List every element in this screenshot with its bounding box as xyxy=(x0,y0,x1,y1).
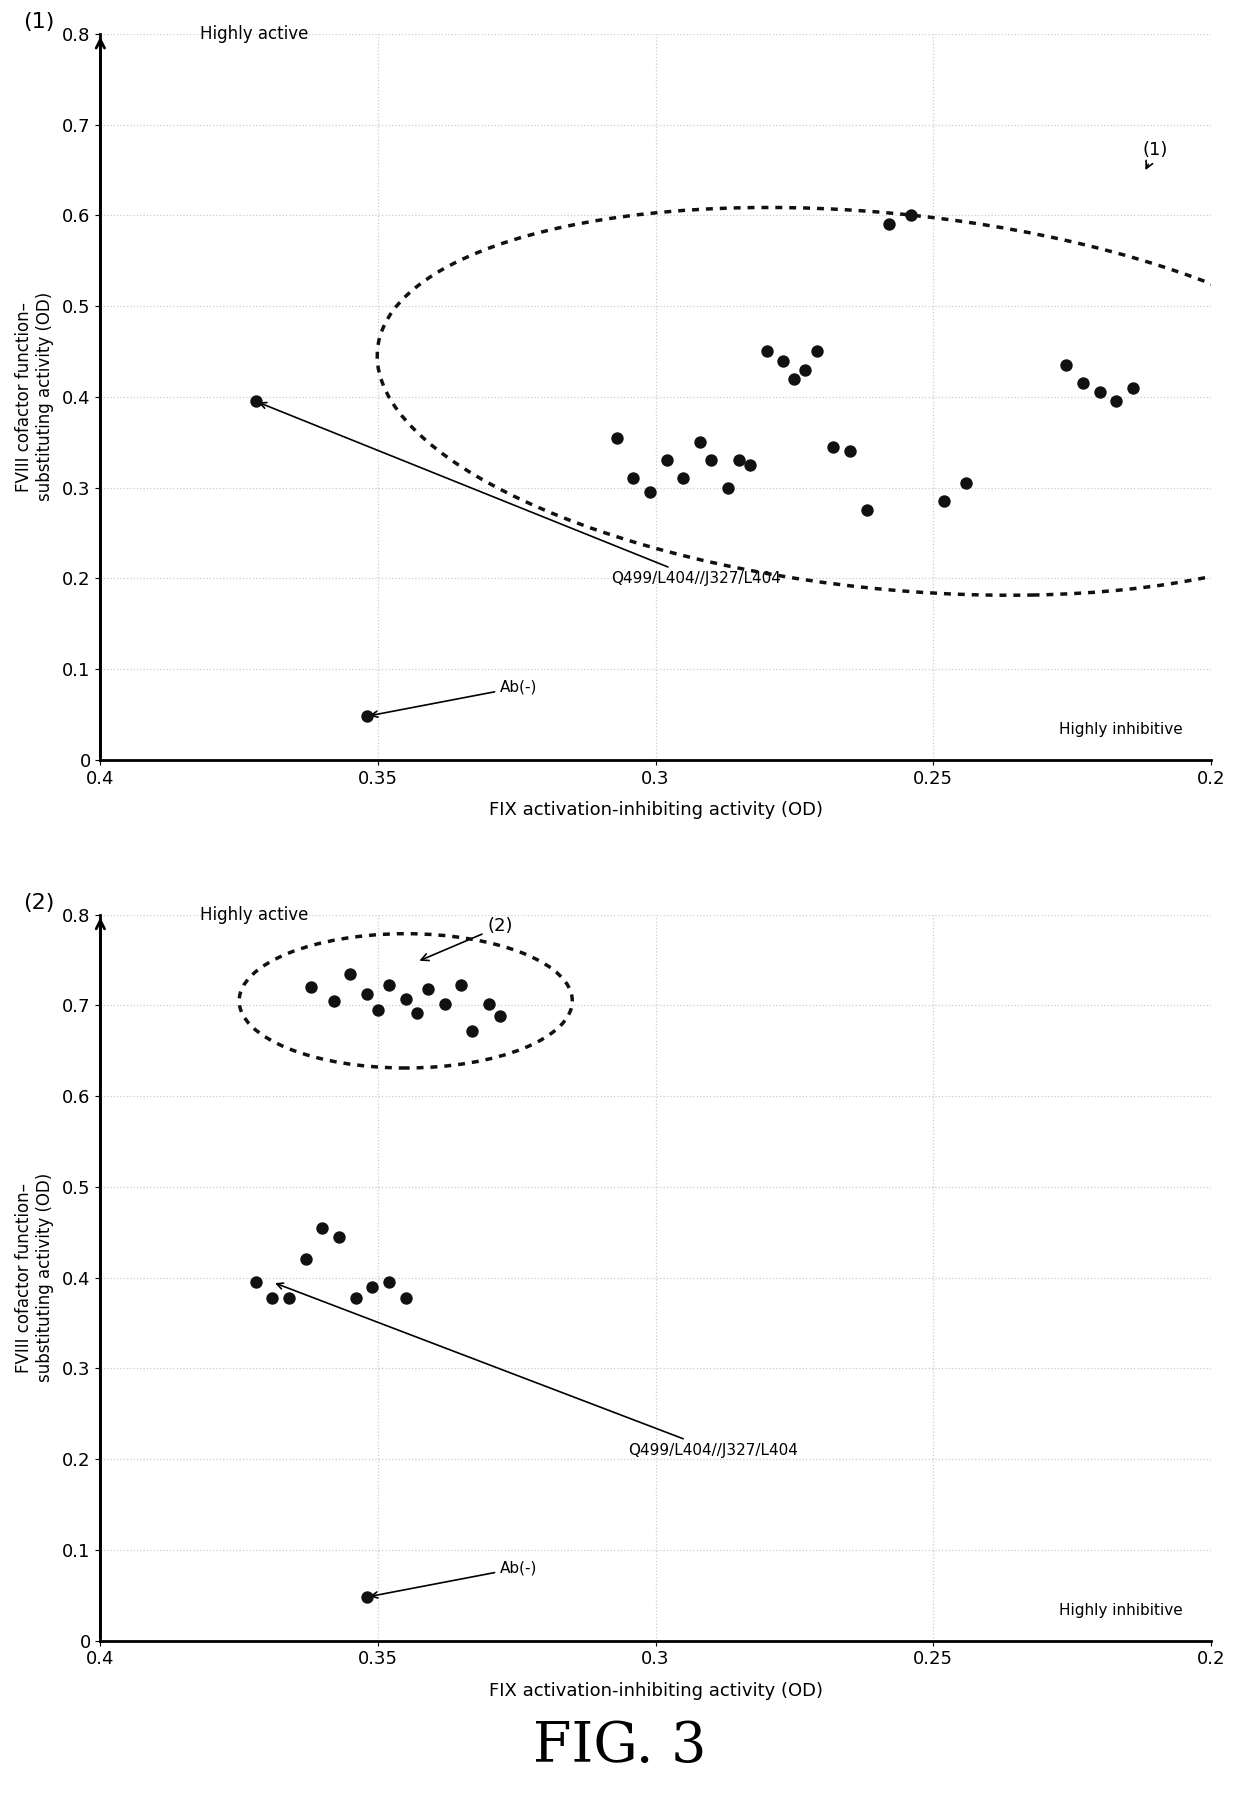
Point xyxy=(640,478,660,506)
Point xyxy=(329,1223,348,1252)
Point xyxy=(301,973,321,1002)
Text: Q499/L404//J327/L404: Q499/L404//J327/L404 xyxy=(260,402,781,585)
Point xyxy=(407,999,427,1027)
Point xyxy=(362,1272,382,1300)
Point xyxy=(756,338,776,366)
Text: Highly inhibitive: Highly inhibitive xyxy=(1059,1602,1183,1618)
X-axis label: FIX activation-inhibiting activity (OD): FIX activation-inhibiting activity (OD) xyxy=(489,801,822,819)
Y-axis label: FVIII cofactor function–
substituting activity (OD): FVIII cofactor function– substituting ac… xyxy=(15,293,53,501)
Point xyxy=(396,1282,415,1311)
Point xyxy=(379,972,399,1000)
Point xyxy=(246,1268,265,1297)
Point xyxy=(934,487,954,515)
Point xyxy=(263,1282,283,1311)
Point xyxy=(379,1268,399,1297)
Text: (1): (1) xyxy=(22,13,55,32)
Point xyxy=(418,975,438,1004)
Text: Highly active: Highly active xyxy=(201,905,309,923)
Point xyxy=(368,995,388,1024)
Point xyxy=(479,990,498,1018)
Point xyxy=(1073,368,1092,397)
Point xyxy=(357,981,377,1009)
Point xyxy=(624,463,644,492)
Point xyxy=(701,445,720,474)
Point xyxy=(490,1002,510,1031)
Text: FIG. 3: FIG. 3 xyxy=(533,1721,707,1774)
Point xyxy=(839,436,859,465)
Point xyxy=(606,424,626,453)
Point xyxy=(357,1582,377,1611)
Point xyxy=(796,356,816,384)
Point xyxy=(396,984,415,1013)
Point xyxy=(451,972,471,1000)
Point xyxy=(673,463,693,492)
Point xyxy=(718,472,738,501)
Point xyxy=(246,386,265,415)
Point xyxy=(312,1214,332,1243)
Text: Ab(-): Ab(-) xyxy=(372,1561,537,1598)
Point xyxy=(657,445,677,474)
Point xyxy=(857,496,877,524)
Point xyxy=(1056,350,1076,379)
Point xyxy=(340,959,360,988)
Text: Highly inhibitive: Highly inhibitive xyxy=(1059,722,1183,736)
Point xyxy=(901,201,921,230)
Point xyxy=(1090,377,1110,406)
Point xyxy=(435,990,455,1018)
Text: (2): (2) xyxy=(422,918,513,961)
Point xyxy=(729,445,749,474)
Point xyxy=(463,1017,482,1045)
Text: (2): (2) xyxy=(22,893,55,912)
Point xyxy=(956,469,976,497)
Point xyxy=(1123,374,1143,402)
Point xyxy=(823,433,843,462)
Point xyxy=(689,427,709,456)
Point xyxy=(1106,386,1126,415)
Text: (1): (1) xyxy=(1142,142,1168,169)
Point xyxy=(785,365,805,393)
Text: Highly active: Highly active xyxy=(201,25,309,43)
Point xyxy=(296,1245,316,1273)
X-axis label: FIX activation-inhibiting activity (OD): FIX activation-inhibiting activity (OD) xyxy=(489,1683,822,1701)
Text: Q499/L404//J327/L404: Q499/L404//J327/L404 xyxy=(277,1282,797,1458)
Point xyxy=(879,210,899,239)
Point xyxy=(324,986,343,1015)
Point xyxy=(357,702,377,731)
Point xyxy=(774,347,794,375)
Text: Ab(-): Ab(-) xyxy=(372,679,537,717)
Point xyxy=(279,1282,299,1311)
Y-axis label: FVIII cofactor function–
substituting activity (OD): FVIII cofactor function– substituting ac… xyxy=(15,1173,53,1383)
Point xyxy=(807,338,827,366)
Point xyxy=(346,1282,366,1311)
Point xyxy=(740,451,760,480)
